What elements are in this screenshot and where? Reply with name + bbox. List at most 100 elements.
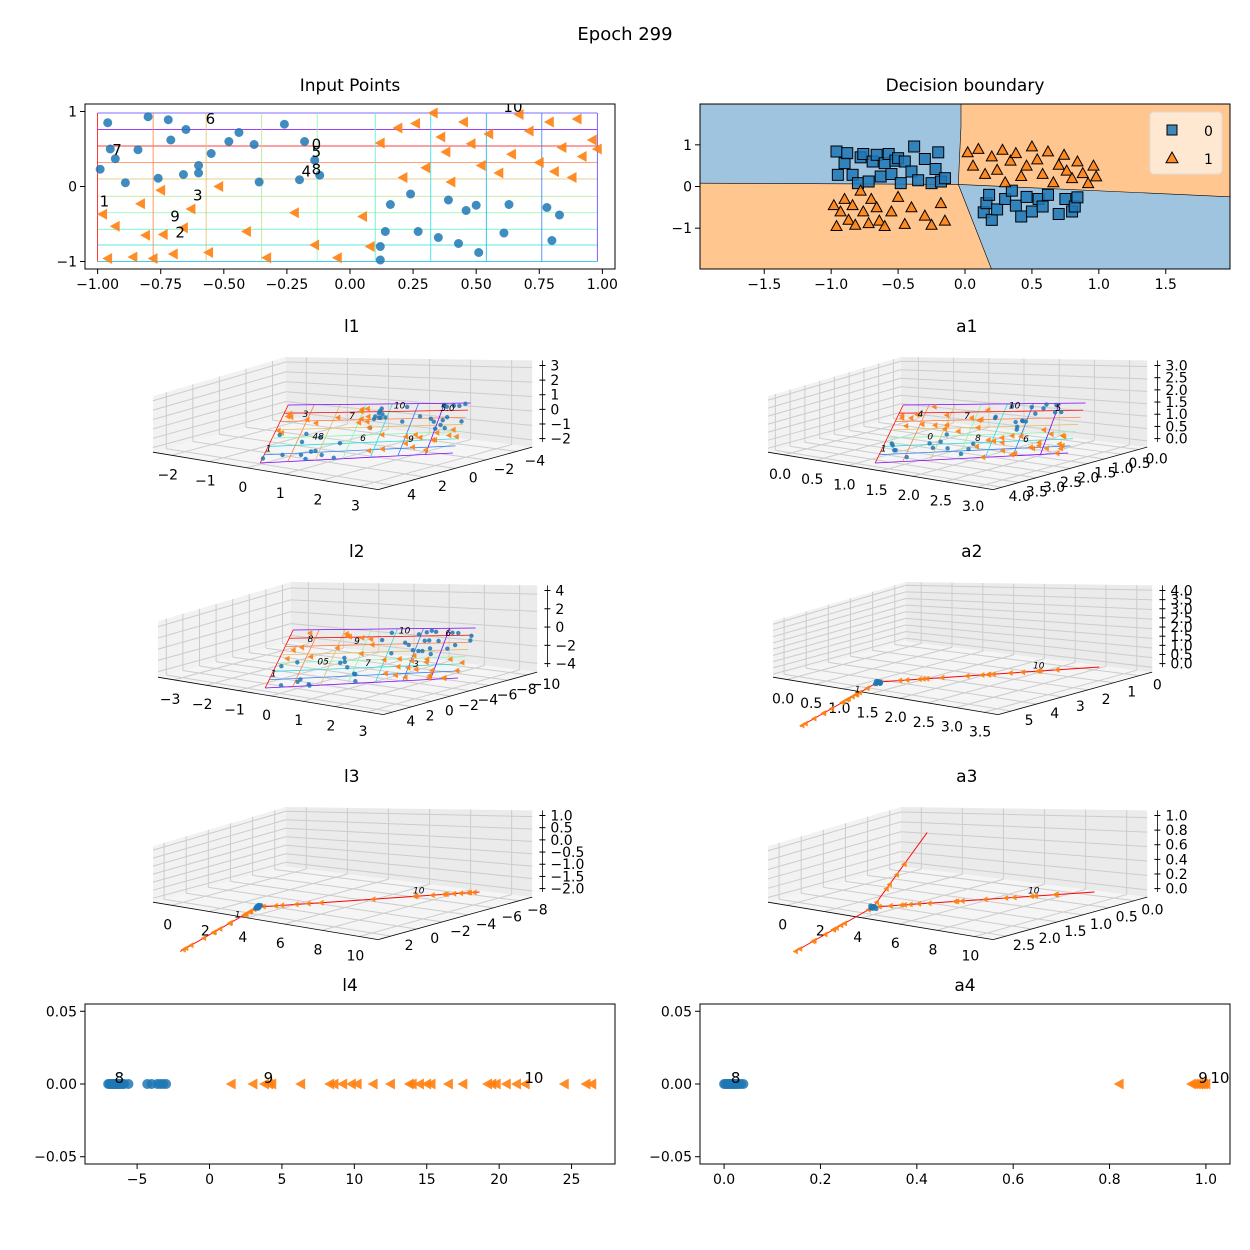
grid-line-3d: [786, 868, 922, 906]
y-tick-label: −0.05: [34, 1150, 77, 1166]
x-axis-line: [152, 451, 379, 490]
warped-grid-line: [285, 641, 471, 647]
data-point: [105, 144, 115, 154]
data-point: [406, 1078, 417, 1090]
data-point-3d: [188, 942, 194, 949]
data-point-3d: [466, 889, 472, 896]
data-point-3d: [938, 439, 943, 444]
data-point: [854, 184, 867, 196]
data-point: [1041, 144, 1055, 157]
grid-line-3d: [889, 868, 1135, 902]
data-point-3d: [1057, 445, 1063, 452]
grid-line-3d: [285, 836, 533, 855]
data-point-3d: [943, 412, 950, 419]
x-tick-label: 0.2: [809, 1172, 831, 1188]
data-point-3d: [903, 677, 910, 684]
x-axis-line: [157, 676, 384, 715]
grid-line-3d: [290, 587, 538, 595]
data-point-3d: [941, 426, 948, 433]
x-tick-label: 0.6: [1002, 1172, 1024, 1188]
grid-line-3d: [772, 611, 906, 650]
grid-line-3d: [894, 643, 1140, 677]
data-point: [410, 118, 421, 129]
data-point-3d: [1009, 404, 1015, 409]
x-tick-label: 0: [778, 917, 787, 933]
data-point: [1060, 164, 1074, 176]
data-point-3d: [1028, 893, 1034, 900]
data-point-3d: [408, 657, 415, 664]
data-point-3d: [1011, 450, 1018, 457]
data-point-3d: [379, 446, 385, 453]
grid-line-3d: [772, 624, 906, 663]
data-point-3d: [429, 892, 435, 899]
z-tick-label: −4: [555, 657, 576, 673]
data-point: [925, 218, 938, 230]
data-point-3d: [450, 630, 455, 635]
data-point-3d: [417, 434, 423, 441]
z-tick-label: 0.8: [1165, 823, 1187, 839]
data-point: [213, 181, 224, 192]
grid-line-3d: [285, 827, 533, 842]
legend-label-1: 1: [1204, 152, 1213, 168]
data-point-3d: [939, 674, 945, 681]
x-tick-label: 0.5: [801, 472, 823, 488]
data-point-3d: [964, 672, 970, 679]
data-point-3d: [295, 679, 300, 685]
point-annotation: 7: [964, 412, 970, 422]
y-tick-label: 5: [1025, 713, 1034, 729]
x-axis-line: [767, 901, 994, 940]
y-tick-label: 0.00: [46, 1077, 77, 1093]
grid-line-3d: [900, 403, 1148, 430]
data-point-3d: [916, 676, 922, 683]
data-point: [397, 172, 408, 183]
data-point: [838, 192, 851, 204]
warped-grid-line: [875, 452, 1069, 464]
y-tick-label: −10: [531, 677, 561, 693]
data-point-3d: [369, 641, 375, 648]
data-point-3d: [873, 899, 880, 906]
x-tick-label: −0.25: [265, 277, 308, 293]
data-point-3d: [919, 421, 925, 428]
data-point: [846, 198, 859, 211]
grid-line-3d: [359, 894, 512, 937]
data-point: [1193, 1078, 1204, 1090]
data-point: [1014, 169, 1028, 181]
subplot-title: a2: [961, 542, 982, 562]
data-point-3d: [843, 696, 850, 703]
data-point-3d: [396, 655, 402, 662]
warped-grid-line: [287, 404, 315, 462]
data-point-3d: [1035, 439, 1042, 446]
grid-line-3d: [152, 411, 286, 449]
grid-line-3d: [767, 411, 901, 449]
z-tick-label: 1: [550, 388, 559, 404]
grid-line-3d: [905, 598, 1153, 610]
data-point: [499, 228, 509, 238]
x-tick-label: −1: [195, 474, 216, 490]
y-tick-label: 0.0: [1146, 451, 1168, 467]
data-point-3d: [1008, 451, 1015, 458]
data-point-3d: [306, 630, 313, 637]
data-point-3d: [830, 926, 836, 933]
point-annotation: 10: [1009, 402, 1021, 412]
data-point: [972, 142, 985, 154]
grid-line-3d: [772, 631, 906, 669]
x-tick-label: −1.00: [76, 277, 119, 293]
x-tick-label: 2: [326, 719, 335, 735]
data-point: [548, 166, 559, 177]
grid-line-3d: [806, 667, 1037, 705]
point-annotation: 2: [175, 223, 185, 241]
data-point: [120, 178, 130, 188]
data-point-3d: [342, 659, 348, 665]
data-point: [1041, 188, 1054, 201]
point-annotation: 48: [312, 432, 324, 442]
warped-grid-line: [273, 663, 464, 672]
x-tick-label: 4: [238, 930, 247, 946]
grid-line-3d: [905, 591, 1153, 601]
data-point-3d: [1029, 404, 1034, 410]
data-point: [542, 203, 552, 212]
data-point-3d: [1043, 445, 1049, 452]
data-point: [978, 167, 992, 179]
point-annotation: 1: [855, 685, 861, 695]
grid-line-3d: [166, 448, 394, 486]
data-point: [513, 109, 524, 120]
